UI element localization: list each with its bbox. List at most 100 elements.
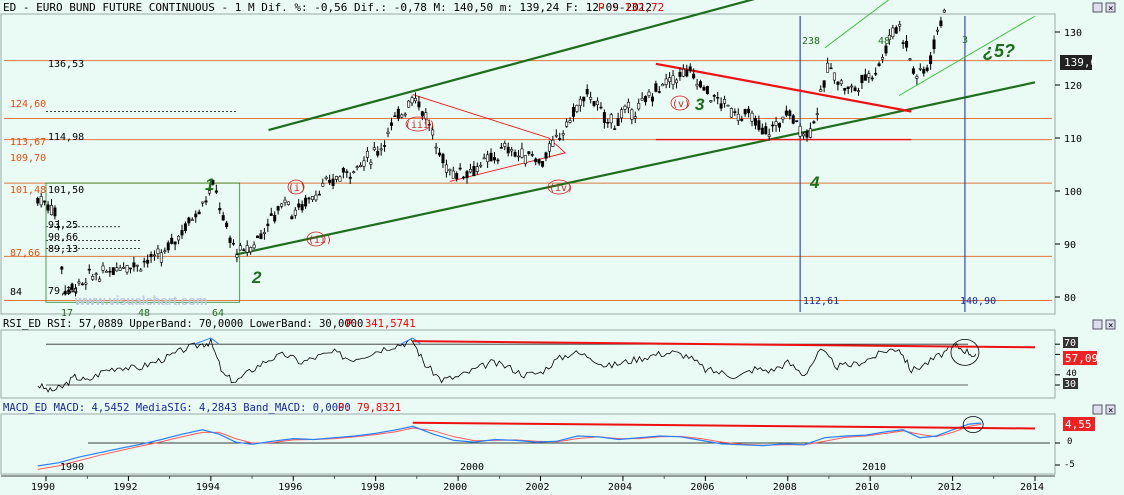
candle-body bbox=[221, 215, 225, 221]
candle-body bbox=[153, 254, 157, 257]
candle-body bbox=[166, 242, 170, 251]
candle-body bbox=[142, 260, 146, 263]
subwave-iv-ring bbox=[547, 179, 571, 195]
rsi-line bbox=[37, 337, 977, 393]
candle-body bbox=[410, 97, 414, 104]
candle-body bbox=[376, 150, 380, 156]
candle-body bbox=[211, 179, 215, 185]
macd-layer bbox=[37, 416, 1050, 470]
candle-body bbox=[534, 158, 538, 163]
candle-body bbox=[341, 168, 345, 173]
candle-body bbox=[324, 176, 328, 179]
level-label-90-66: 90,66 bbox=[48, 232, 78, 243]
bar-count-17: 17 bbox=[61, 308, 73, 319]
candle-body bbox=[547, 143, 551, 152]
candle-body bbox=[386, 131, 390, 134]
candle-body bbox=[118, 267, 122, 271]
candle-body bbox=[132, 262, 136, 268]
candle-body bbox=[383, 145, 387, 147]
candle-body bbox=[369, 161, 373, 165]
instrument-header: ED - EURO BUND FUTURE CONTINUOUS - 1 M D… bbox=[3, 1, 652, 14]
price-axis-label: 110 bbox=[1064, 134, 1082, 145]
candle-body bbox=[784, 110, 788, 116]
candle-body bbox=[568, 120, 572, 123]
candle-body bbox=[626, 101, 630, 109]
candle-body bbox=[743, 109, 747, 115]
candle-body bbox=[91, 276, 95, 280]
candle-body bbox=[925, 67, 929, 71]
candle-body bbox=[300, 204, 304, 211]
svg-text:4,55: 4,55 bbox=[1065, 418, 1092, 431]
candle-body bbox=[740, 119, 744, 121]
candle-body bbox=[616, 118, 620, 126]
macd-title: MACD_ED MACD: 4,5452 MediaSIG: 4,2843 Ba… bbox=[3, 402, 351, 414]
candle-body bbox=[571, 107, 575, 117]
candle-body bbox=[259, 233, 263, 239]
candle-body bbox=[637, 103, 641, 110]
axes-layer: 8090100110120130140150199019921994199619… bbox=[1, 28, 1082, 493]
candle-body bbox=[173, 241, 177, 245]
candle-body bbox=[558, 138, 562, 140]
candle-body bbox=[575, 105, 579, 112]
candle-body bbox=[389, 122, 393, 126]
price-p-label: P : 132,72 bbox=[598, 1, 664, 14]
wave-3-label: 3 bbox=[695, 95, 705, 114]
rsi-panel-frame bbox=[0, 329, 1056, 399]
candle-body bbox=[245, 245, 249, 253]
svg-text:70: 70 bbox=[1064, 338, 1076, 349]
candle-body bbox=[53, 207, 57, 217]
candle-body bbox=[451, 170, 455, 179]
level-label-114-98: 114,98 bbox=[48, 132, 84, 143]
subwave-iii-label: (iii) bbox=[405, 120, 435, 131]
macd-tick-0: 0 bbox=[1067, 437, 1072, 447]
candle-body bbox=[321, 183, 325, 187]
candle-body bbox=[496, 159, 500, 162]
candle-body bbox=[128, 267, 132, 270]
candle-body bbox=[760, 127, 764, 135]
svg-text:×: × bbox=[1108, 406, 1113, 416]
candle-body bbox=[517, 155, 521, 158]
price-panel-controls[interactable]: × bbox=[1092, 2, 1116, 14]
candle-body bbox=[685, 70, 689, 77]
trendline bbox=[824, 0, 890, 49]
candle-body bbox=[877, 63, 881, 66]
level-label-101-50: 101,50 bbox=[48, 185, 84, 196]
subwave-ii-label: (ii) bbox=[308, 235, 332, 246]
candle-body bbox=[905, 40, 909, 48]
subwave-iv-label: (iv) bbox=[549, 183, 573, 194]
candle-body bbox=[39, 196, 43, 206]
candle-body bbox=[661, 84, 665, 87]
x-axis-year-label: 2006 bbox=[690, 482, 714, 493]
rsi-panel-controls[interactable]: × bbox=[1092, 319, 1116, 331]
candle-body bbox=[819, 89, 823, 92]
macd-circle-marker bbox=[962, 416, 984, 433]
candle-body bbox=[832, 72, 836, 81]
candle-body bbox=[935, 29, 939, 32]
candle-body bbox=[633, 116, 637, 119]
candle-body bbox=[771, 124, 775, 127]
rsi-upper-badge: 70 bbox=[1063, 337, 1078, 349]
candle-body bbox=[111, 267, 115, 275]
macd-panel-controls[interactable]: × bbox=[1092, 404, 1116, 416]
level-label-113-67: 113,67 bbox=[10, 137, 46, 148]
x-axis-year-label: 2014 bbox=[1020, 482, 1044, 493]
candle-body bbox=[225, 222, 229, 228]
candle-body bbox=[177, 235, 181, 241]
candle-body bbox=[778, 122, 782, 128]
macd-trendline bbox=[412, 421, 1036, 430]
candle-body bbox=[939, 20, 943, 27]
candle-body bbox=[149, 253, 153, 257]
svg-text:139,6: 139,6 bbox=[1064, 56, 1097, 69]
candle-body bbox=[307, 197, 311, 200]
candle-body bbox=[887, 34, 891, 40]
rsi-title: RSI_ED RSI: 57,0889 UpperBand: 70,0000 L… bbox=[3, 318, 363, 330]
candle-body bbox=[170, 237, 174, 244]
candle-body bbox=[455, 173, 459, 180]
candle-body bbox=[84, 282, 88, 285]
candle-body bbox=[753, 118, 757, 126]
candle-body bbox=[901, 42, 905, 44]
rsi-p-label: P: 341,5741 bbox=[346, 318, 416, 330]
candle-body bbox=[80, 283, 84, 286]
candle-body bbox=[448, 168, 452, 172]
candle-body bbox=[63, 290, 67, 295]
